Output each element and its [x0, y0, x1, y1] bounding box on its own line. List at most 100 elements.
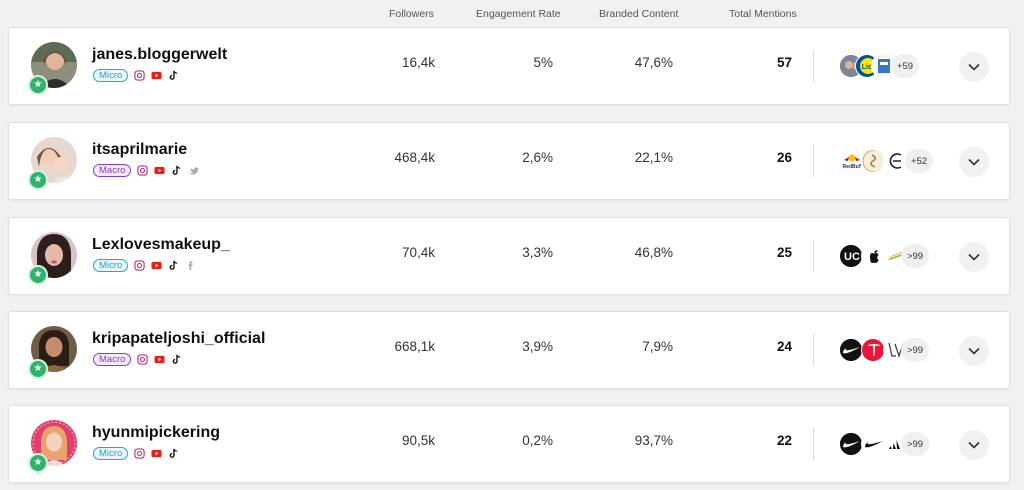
divider — [813, 240, 814, 272]
verified-star-icon: ★ — [28, 75, 48, 95]
engagement-rate-value: 3,9% — [522, 339, 553, 354]
divider — [813, 428, 814, 460]
influencer-handle[interactable]: Lexlovesmakeup_ — [92, 236, 230, 253]
more-brands-button[interactable]: +52 — [905, 149, 933, 173]
chevron-down-icon — [968, 158, 980, 166]
expand-row-button[interactable] — [959, 430, 989, 460]
influencer-handle[interactable]: itsaprilmarie — [92, 141, 188, 158]
total-mentions-value: 57 — [776, 55, 792, 70]
tiktok-icon[interactable] — [168, 70, 179, 81]
facebook-icon[interactable] — [185, 260, 196, 271]
branded-content-value: 22,1% — [634, 150, 673, 165]
tier-badge: Macro — [93, 163, 132, 177]
expand-row-button[interactable] — [959, 147, 989, 177]
tier-badge: Macro — [93, 352, 132, 366]
tier-badge: Micro — [93, 68, 129, 82]
column-header-total-mentions[interactable]: Total Mentions — [729, 8, 797, 20]
more-brands-button[interactable]: +59 — [891, 54, 919, 78]
brand-logo-nike[interactable] — [839, 432, 863, 456]
svg-text:UC: UC — [844, 251, 860, 263]
influencer-meta: Micro — [93, 446, 179, 460]
branded-content-value: 93,7% — [634, 433, 673, 448]
engagement-rate-value: 2,6% — [522, 150, 553, 165]
chevron-down-icon — [968, 441, 980, 449]
verified-star-icon: ★ — [28, 265, 48, 285]
column-header-branded-content[interactable]: Branded Content — [599, 8, 679, 20]
youtube-icon[interactable] — [151, 70, 162, 81]
verified-star-icon: ★ — [28, 453, 48, 473]
followers-value: 16,4k — [401, 55, 435, 70]
expand-row-button[interactable] — [959, 242, 989, 272]
expand-row-button[interactable] — [959, 336, 989, 366]
influencer-meta: Macro — [93, 352, 182, 366]
verified-star-icon: ★ — [28, 170, 48, 190]
engagement-rate-value: 0,2% — [522, 433, 553, 448]
column-header-followers[interactable]: Followers — [389, 8, 434, 20]
table-header: Followers Engagement Rate Branded Conten… — [0, 0, 1024, 26]
chevron-down-icon — [968, 347, 980, 355]
branded-content-value: 46,8% — [634, 245, 673, 260]
followers-value: 70,4k — [401, 245, 435, 260]
divider — [813, 145, 814, 177]
column-header-engagement-rate[interactable]: Engagement Rate — [476, 8, 561, 20]
more-brands-button[interactable]: >99 — [901, 432, 929, 456]
instagram-icon[interactable] — [134, 69, 145, 81]
divider — [813, 334, 814, 366]
expand-row-button[interactable] — [959, 52, 989, 82]
total-mentions-value: 24 — [776, 339, 792, 354]
chevron-down-icon — [968, 253, 980, 261]
tier-badge: Micro — [93, 446, 129, 460]
instagram-icon[interactable] — [137, 353, 149, 365]
influencer-row[interactable]: ★ hyunmipickering Micro 90,5k 0,2% 93,7%… — [8, 405, 1010, 483]
influencer-meta: Macro — [93, 163, 200, 177]
tiktok-icon[interactable] — [168, 260, 179, 271]
followers-value: 90,5k — [401, 433, 435, 448]
total-mentions-value: 22 — [776, 433, 792, 448]
twitter-icon[interactable] — [188, 165, 200, 176]
brand-logo-uc[interactable]: UC — [839, 244, 863, 268]
instagram-icon[interactable] — [134, 447, 145, 459]
influencer-row[interactable]: ★ itsaprilmarie Macro 468,4k 2,6% 22,1% … — [8, 122, 1010, 200]
influencer-handle[interactable]: kripapateljoshi_official — [92, 330, 266, 347]
influencer-handle[interactable]: janes.bloggerwelt — [92, 46, 228, 63]
branded-content-value: 47,6% — [634, 55, 673, 70]
svg-text:Lidl: Lidl — [862, 64, 874, 71]
youtube-icon[interactable] — [154, 165, 165, 176]
divider — [813, 50, 814, 82]
influencer-meta: Micro — [93, 68, 179, 82]
followers-value: 668,1k — [394, 339, 435, 354]
brand-logo-2[interactable] — [861, 149, 885, 173]
apple-logo-icon[interactable] — [861, 244, 885, 268]
brand-logo-nike[interactable] — [839, 338, 863, 362]
influencer-meta: Micro — [93, 258, 196, 272]
tier-badge: Micro — [93, 258, 129, 272]
influencer-handle[interactable]: hyunmipickering — [92, 424, 221, 441]
brand-logo-3[interactable] — [883, 149, 907, 173]
followers-value: 468,4k — [394, 150, 435, 165]
brand-logo-tesla[interactable] — [861, 338, 885, 362]
youtube-icon[interactable] — [151, 448, 162, 459]
verified-star-icon: ★ — [28, 359, 48, 379]
tiktok-icon[interactable] — [168, 448, 179, 459]
youtube-icon[interactable] — [151, 260, 162, 271]
brand-logo-redbull[interactable]: RedBull — [839, 149, 863, 173]
total-mentions-value: 26 — [776, 150, 792, 165]
youtube-icon[interactable] — [154, 354, 165, 365]
influencer-row[interactable]: ★ janes.bloggerwelt Micro 16,4k 5% 47,6%… — [8, 27, 1010, 105]
more-brands-button[interactable]: >99 — [901, 338, 929, 362]
instagram-icon[interactable] — [137, 164, 149, 176]
branded-content-value: 7,9% — [642, 339, 673, 354]
brand-logo-nike-2[interactable] — [861, 432, 885, 456]
influencer-row[interactable]: ★ Lexlovesmakeup_ Micro 70,4k 3,3% 46,8%… — [8, 217, 1010, 295]
engagement-rate-value: 5% — [533, 55, 553, 70]
tiktok-icon[interactable] — [171, 354, 182, 365]
influencer-row[interactable]: ★ kripapateljoshi_official Macro 668,1k … — [8, 311, 1010, 389]
engagement-rate-value: 3,3% — [522, 245, 553, 260]
tiktok-icon[interactable] — [171, 165, 182, 176]
total-mentions-value: 25 — [776, 245, 792, 260]
svg-text:RedBull: RedBull — [843, 164, 862, 170]
chevron-down-icon — [968, 63, 980, 71]
more-brands-button[interactable]: >99 — [901, 244, 929, 268]
avatar[interactable] — [31, 326, 77, 372]
instagram-icon[interactable] — [134, 259, 145, 271]
